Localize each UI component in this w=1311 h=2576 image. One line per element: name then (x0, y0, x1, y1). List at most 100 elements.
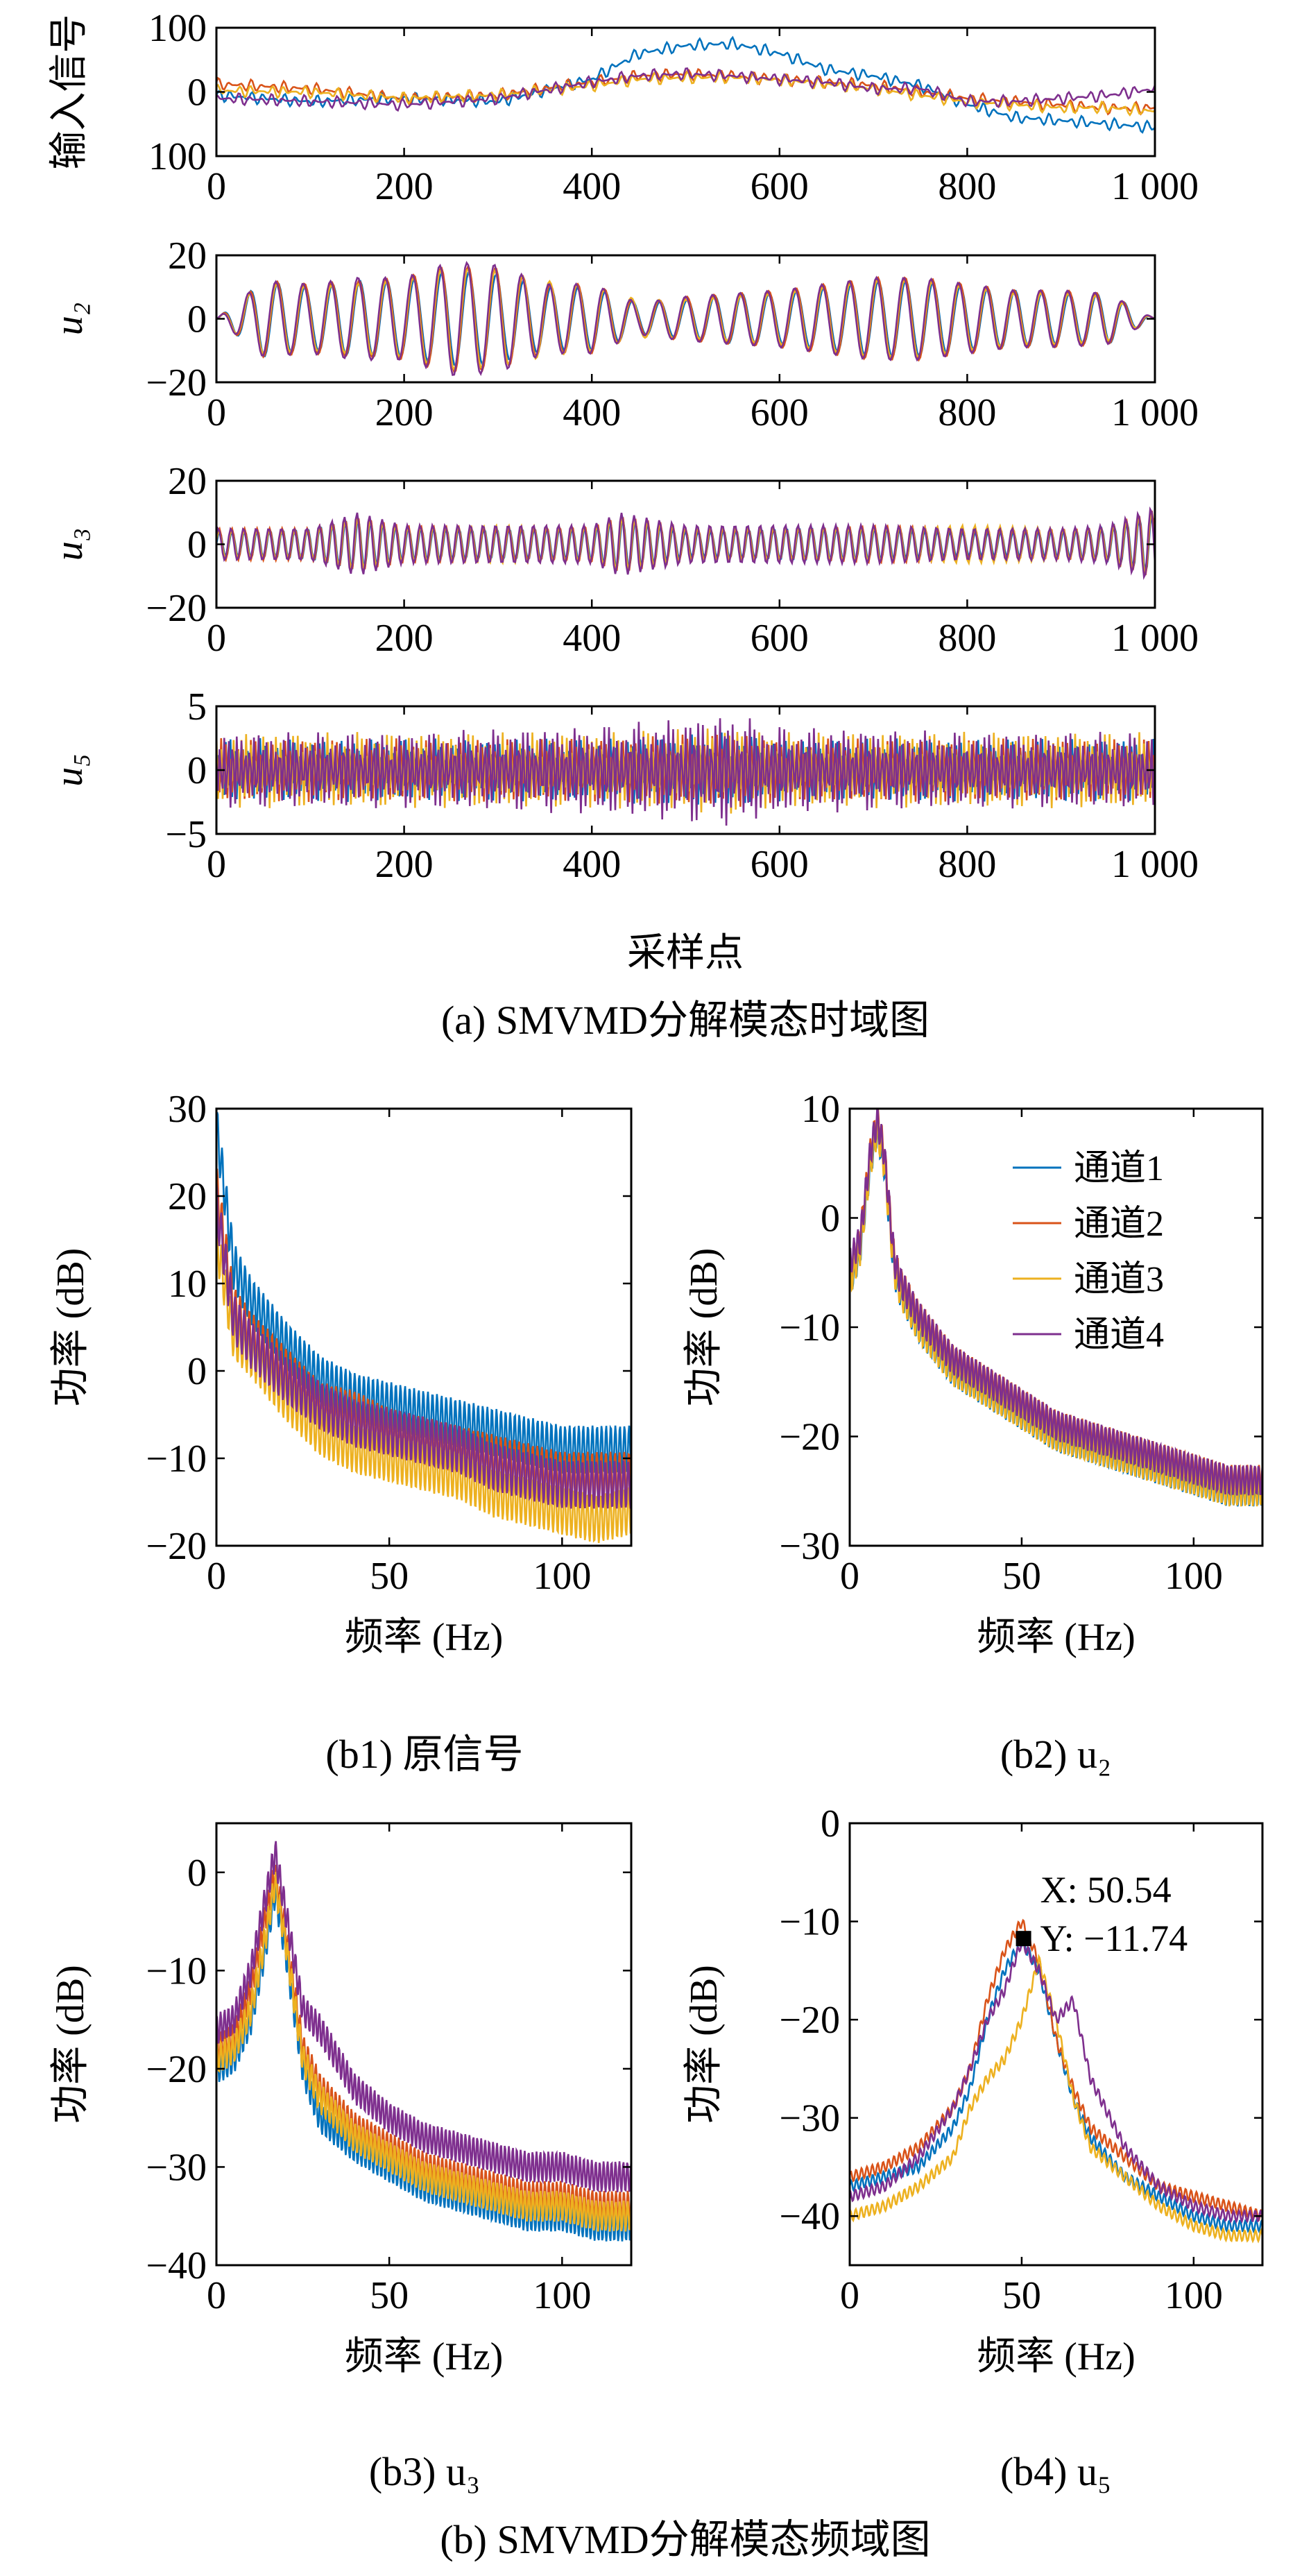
series-line-通道3 (216, 512, 1155, 574)
x-tick-label: 800 (938, 391, 996, 434)
x-tick-label: 200 (375, 617, 434, 660)
x-tick-label: 100 (533, 2274, 591, 2317)
x-tick-label: 800 (938, 843, 996, 886)
x-tick-label: 100 (1165, 2274, 1223, 2317)
caption-b4: (b4) u₅ (1000, 2449, 1111, 2494)
x-tick-label: 400 (563, 391, 621, 434)
series-line-通道4 (216, 718, 1155, 826)
plot-frame (215, 479, 1156, 609)
series-line-通道3 (216, 1872, 631, 2232)
y-axis-label: 输入信号 (48, 15, 91, 170)
y-tick-label: 5 (187, 685, 207, 728)
x-tick-label: 1 000 (1111, 165, 1199, 208)
x-tick-label: 1 000 (1111, 843, 1199, 886)
x-tick-label: 1 000 (1111, 391, 1199, 434)
x-tick-label: 0 (207, 2274, 226, 2317)
x-tick-label: 1 000 (1111, 617, 1199, 660)
x-tick-label: 0 (207, 165, 226, 208)
y-tick-label: 20 (168, 1175, 207, 1218)
y-tick-label: 30 (168, 1088, 207, 1131)
x-axis-label: 频率 (Hz) (345, 1616, 504, 1659)
y-tick-label: 0 (187, 524, 207, 567)
caption-b3: (b3) u₃ (369, 2449, 480, 2494)
series-line-通道1 (216, 35, 1155, 134)
x-tick-label: 600 (751, 391, 809, 434)
y-tick-label: −20 (779, 1416, 840, 1459)
y-tick-label: −10 (779, 1306, 840, 1349)
y-tick-label: −30 (146, 2146, 207, 2189)
x-tick-label: 200 (375, 165, 434, 208)
caption-b2: (b2) u₂ (1000, 1732, 1111, 1777)
x-tick-label: 800 (938, 617, 996, 660)
x-tick-label: 0 (840, 2274, 859, 2317)
x-axis-label: 频率 (Hz) (977, 1616, 1136, 1659)
legend-label: 通道1 (1074, 1149, 1164, 1188)
series-line-通道4 (216, 1841, 631, 2193)
y-tick-label: 0 (187, 298, 207, 341)
legend-label: 通道2 (1074, 1204, 1164, 1244)
x-tick-label: 50 (370, 1555, 409, 1598)
y-tick-label: 100 (148, 135, 207, 178)
x-axis-label: 频率 (Hz) (977, 2335, 1136, 2378)
legend-label: 通道3 (1074, 1260, 1164, 1299)
x-tick-label: 600 (751, 165, 809, 208)
y-tick-label: −20 (146, 2048, 207, 2091)
y-tick-label: −10 (779, 1901, 840, 1944)
y-axis-label: u₅ (48, 753, 91, 786)
plot-frame (215, 254, 1156, 384)
y-tick-label: 0 (187, 1852, 207, 1895)
y-axis-label: 功率 (dB) (49, 1965, 92, 2124)
y-tick-label: 0 (187, 1350, 207, 1393)
x-tick-label: 0 (207, 617, 226, 660)
series-line-通道4 (850, 1109, 1262, 1496)
y-tick-label: −20 (146, 1525, 207, 1568)
y-tick-label: 0 (821, 1802, 840, 1845)
y-axis-label: 功率 (dB) (683, 1965, 726, 2124)
y-axis-label: 功率 (dB) (683, 1248, 726, 1407)
y-axis-label: u₃ (48, 528, 91, 561)
x-tick-label: 0 (840, 1555, 859, 1598)
x-tick-label: 200 (375, 391, 434, 434)
x-tick-label: 50 (370, 2274, 409, 2317)
y-tick-label: −20 (146, 361, 207, 404)
x-tick-label: 100 (1165, 1555, 1223, 1598)
x-tick-label: 0 (207, 843, 226, 886)
x-tick-label: 400 (563, 617, 621, 660)
caption-b1: (b1) 原信号 (325, 1732, 523, 1777)
y-tick-label: 0 (821, 1197, 840, 1240)
series-line-通道4 (216, 506, 1155, 581)
series-line-通道2 (216, 264, 1155, 374)
y-tick-label: −40 (146, 2244, 207, 2287)
series-line-通道1 (216, 1111, 631, 1474)
x-tick-label: 50 (1002, 2274, 1041, 2317)
series-line-通道3 (216, 268, 1155, 372)
chart-b3: 0 50 100 0 −10 −20 −30 −40 功率 (dB) 频率 (Hz) (49, 1822, 633, 2378)
legend-label: 通道4 (1074, 1315, 1164, 1355)
x-tick-label: 400 (563, 165, 621, 208)
plot-frame (215, 26, 1156, 157)
y-tick-label: −10 (146, 1438, 207, 1481)
y-axis-label: 功率 (dB) (49, 1248, 92, 1407)
series-line-通道4 (216, 1182, 631, 1509)
y-tick-label: −30 (779, 2097, 840, 2140)
x-axis-label: 频率 (Hz) (345, 2335, 504, 2378)
series-line-通道4 (216, 261, 1155, 377)
y-axis-label: u₂ (48, 302, 91, 335)
x-tick-label: 800 (938, 165, 996, 208)
y-tick-label: 10 (801, 1088, 840, 1131)
plot-frame (215, 1107, 633, 1547)
series-line-通道2 (850, 1918, 1262, 2221)
x-tick-label: 100 (533, 1555, 591, 1598)
data-marker (1016, 1931, 1031, 1947)
plot-frame (215, 1822, 633, 2267)
series-line-通道4 (850, 1936, 1262, 2224)
x-tick-label: 0 (207, 391, 226, 434)
y-tick-label: 0 (187, 749, 207, 792)
series-line-通道3 (850, 1118, 1262, 1507)
y-tick-label: 10 (168, 1263, 207, 1306)
